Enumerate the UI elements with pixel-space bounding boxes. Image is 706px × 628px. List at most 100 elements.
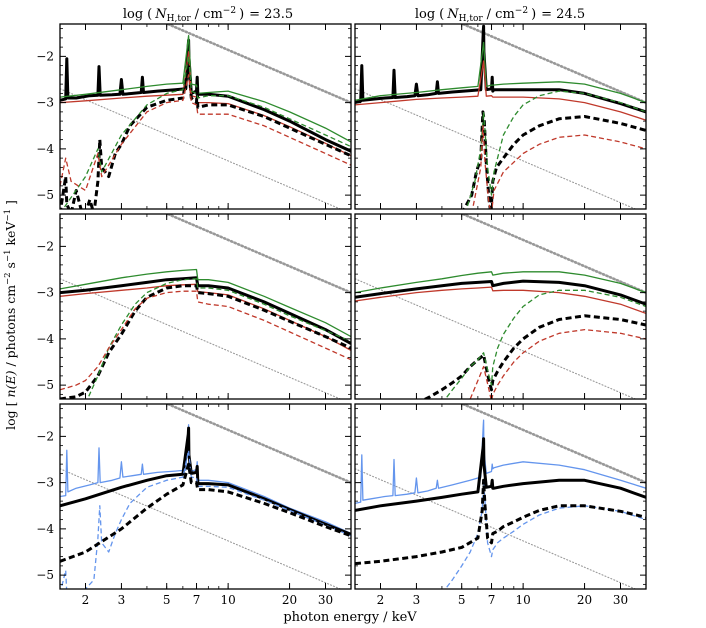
series-scattered-green xyxy=(444,289,646,399)
series-scattered xyxy=(60,284,351,399)
reference-line-upper xyxy=(459,404,646,484)
panel-frame xyxy=(354,23,647,210)
reference-line-upper xyxy=(459,214,646,294)
panel-frame xyxy=(354,213,647,400)
panel-r1-c1: −5 −4 −3 −2 xyxy=(36,23,352,210)
x-tick-label: 20 xyxy=(577,593,592,607)
panels-group: −5 −4 −3 −2 −5 −4 −3 −2 2 3 5 7 10 20 30 −5 −4 −3 −2 2 3 5 7 10… xyxy=(36,23,647,607)
x-tick-label: 7 xyxy=(488,593,496,607)
x-tick-label: 2 xyxy=(377,593,385,607)
column-title-left: log(NH,tor / cm−2) = 23.5 xyxy=(123,6,293,24)
title-sub: H,tor xyxy=(167,14,192,24)
series-scattered xyxy=(422,314,646,399)
panel-r3-c2: 2 3 5 7 10 20 30 xyxy=(354,403,647,607)
reference-line-lower xyxy=(355,88,637,209)
series-total xyxy=(60,276,351,345)
plot-area xyxy=(355,214,646,399)
series-scattered xyxy=(60,462,351,563)
series-scattered-red xyxy=(60,290,351,391)
title-n: N xyxy=(446,7,459,22)
series-total xyxy=(355,24,646,114)
plot-area xyxy=(355,404,646,589)
panel-r1-c2 xyxy=(354,23,647,210)
series-total-green xyxy=(355,41,646,104)
title-exp: −2 xyxy=(515,6,528,16)
x-tick-label: 2 xyxy=(82,593,90,607)
x-tick-label: 30 xyxy=(613,593,628,607)
panel-frame xyxy=(59,23,352,210)
series-scattered xyxy=(60,64,351,209)
y-tick-label: −2 xyxy=(36,239,54,253)
series-total xyxy=(355,437,646,512)
x-tick-label: 20 xyxy=(282,593,297,607)
x-tick-label: 3 xyxy=(413,593,421,607)
y-tick-label: −3 xyxy=(36,286,54,300)
x-tick-label: 30 xyxy=(318,593,333,607)
reference-line-lower xyxy=(60,468,342,589)
series-total-red xyxy=(355,60,646,121)
title-unit: / cm xyxy=(487,7,515,22)
title-unit: / cm xyxy=(195,7,223,22)
reference-line-lower xyxy=(355,468,637,589)
series-scattered-red xyxy=(60,74,351,192)
panel-r2-c1: −5 −4 −3 −2 xyxy=(36,213,352,400)
reference-line-upper xyxy=(164,214,351,294)
x-tick-label: 3 xyxy=(118,593,126,607)
series-total xyxy=(60,426,351,536)
series-total-red xyxy=(60,51,351,157)
reference-line-upper xyxy=(164,404,351,484)
series-total xyxy=(355,279,646,306)
y-tick-label: −2 xyxy=(36,49,54,63)
title-exp: −2 xyxy=(223,6,236,16)
column-title-right: log(NH,tor / cm−2) = 24.5 xyxy=(415,6,585,24)
y-tick-label: −2 xyxy=(36,429,54,443)
y-tick-label: −4 xyxy=(36,332,54,346)
x-tick-label: 7 xyxy=(193,593,201,607)
title-n: N xyxy=(154,7,167,22)
y-tick-label: −5 xyxy=(36,378,54,392)
series-scattered-red xyxy=(469,328,646,399)
x-tick-label: 10 xyxy=(515,593,530,607)
y-tick-label: −4 xyxy=(36,142,54,156)
plot-area xyxy=(60,404,351,589)
title-log: log xyxy=(415,7,435,22)
series-total-red xyxy=(355,286,646,315)
series-total-blue xyxy=(355,419,646,505)
series-total-green xyxy=(60,268,351,338)
x-tick-label: 10 xyxy=(220,593,235,607)
reference-line-upper xyxy=(164,24,351,104)
series-scattered-green xyxy=(62,55,351,209)
series-total-green xyxy=(355,271,646,294)
series-scattered-green xyxy=(86,278,351,399)
reference-line-lower xyxy=(60,88,342,209)
reference-line-lower xyxy=(60,278,342,399)
x-tick-label: 5 xyxy=(163,593,171,607)
series-scattered-blue xyxy=(444,479,646,589)
panel-r2-c2 xyxy=(354,213,647,400)
series-total-green xyxy=(60,34,351,143)
series-scattered xyxy=(462,110,646,209)
panel-frame xyxy=(354,403,647,590)
plot-area xyxy=(60,214,351,399)
y-axis-label: log [n(E)/ photons cm−2 s−1 keV−1 ] xyxy=(3,200,18,430)
title-sub: H,tor xyxy=(459,14,484,24)
title-log: log xyxy=(123,7,143,22)
series-scattered-red xyxy=(471,125,646,209)
x-tick-label: 5 xyxy=(458,593,466,607)
plot-area xyxy=(355,24,646,209)
title-value-left: = 23.5 xyxy=(249,7,293,22)
y-tick-label: −5 xyxy=(36,568,54,582)
series-scattered-blue xyxy=(60,449,351,589)
plot-area xyxy=(60,24,351,209)
panel-frame xyxy=(59,213,352,400)
x-axis-label: photon energy / keV xyxy=(283,610,417,625)
series-total-blue xyxy=(60,424,351,535)
y-tick-label: −3 xyxy=(36,476,54,490)
reference-line-upper xyxy=(459,24,646,104)
panel-r3-c1: 2 3 5 7 10 20 30 −5 −4 −3 −2 xyxy=(36,403,352,607)
y-tick-label: −5 xyxy=(36,188,54,202)
series-scattered xyxy=(355,478,646,566)
series-scattered-green xyxy=(465,90,646,209)
panel-frame xyxy=(59,403,352,590)
